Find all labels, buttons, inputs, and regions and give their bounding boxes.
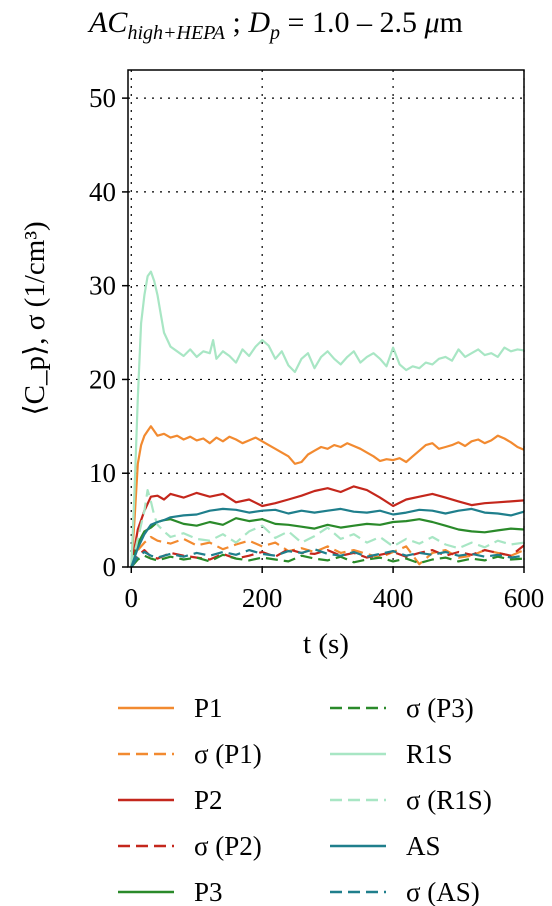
title-var: D xyxy=(248,6,271,39)
y-tick-label: 40 xyxy=(89,177,116,207)
series-line-2 xyxy=(130,485,525,568)
series-line-0 xyxy=(130,425,525,568)
title-main: AC xyxy=(89,6,128,39)
x-tick-label: 200 xyxy=(242,583,283,613)
x-tick-label: 600 xyxy=(504,583,545,613)
x-axis-label: t (s) xyxy=(303,628,349,660)
x-tick-label: 400 xyxy=(373,583,414,613)
y-tick-label: 10 xyxy=(89,458,116,488)
title-range: = 1.0 – 2.5 xyxy=(280,6,425,39)
series-line-8 xyxy=(130,507,525,568)
series-line-6 xyxy=(130,270,525,568)
legend-label: P1 xyxy=(194,693,223,723)
legend: P1 σ (P1) P2 σ (P2) P3 σ (P3) R1S σ (R1S) AS σ (A… xyxy=(118,693,492,906)
axis-ticks: 0 200 400 600 0 10 20 30 40 50 xyxy=(89,83,544,613)
legend-label: σ (AS) xyxy=(406,877,480,906)
y-tick-label: 20 xyxy=(89,364,116,394)
legend-label: σ (P2) xyxy=(194,831,262,861)
legend-label: P2 xyxy=(194,785,223,815)
legend-label: AS xyxy=(406,831,441,861)
title-separator: ; xyxy=(225,6,249,39)
legend-label: σ (R1S) xyxy=(406,785,492,815)
y-tick-label: 0 xyxy=(103,552,117,582)
plot-frame xyxy=(127,69,525,568)
chart-title: AChigh+HEPA ; Dp = 1.0 – 2.5 μm xyxy=(0,6,552,45)
legend-label: R1S xyxy=(406,739,453,769)
title-unit-mu: μ xyxy=(424,6,440,39)
x-tick-label: 0 xyxy=(125,583,139,613)
series-line-1 xyxy=(130,535,525,568)
series-lines xyxy=(130,270,525,568)
title-var-subscript: p xyxy=(270,22,281,44)
legend-label: σ (P1) xyxy=(194,739,262,769)
grid xyxy=(128,70,525,567)
series-line-3 xyxy=(130,544,525,568)
y-tick-label: 30 xyxy=(89,271,116,301)
y-axis-label: ⟨C_p⟩, σ (1/cm³) xyxy=(19,221,51,415)
legend-label: P3 xyxy=(194,877,223,906)
title-unit-rest: m xyxy=(439,6,463,39)
title-subscript: high+HEPA xyxy=(127,22,226,44)
y-tick-label: 50 xyxy=(89,83,116,113)
legend-label: σ (P3) xyxy=(406,693,474,723)
